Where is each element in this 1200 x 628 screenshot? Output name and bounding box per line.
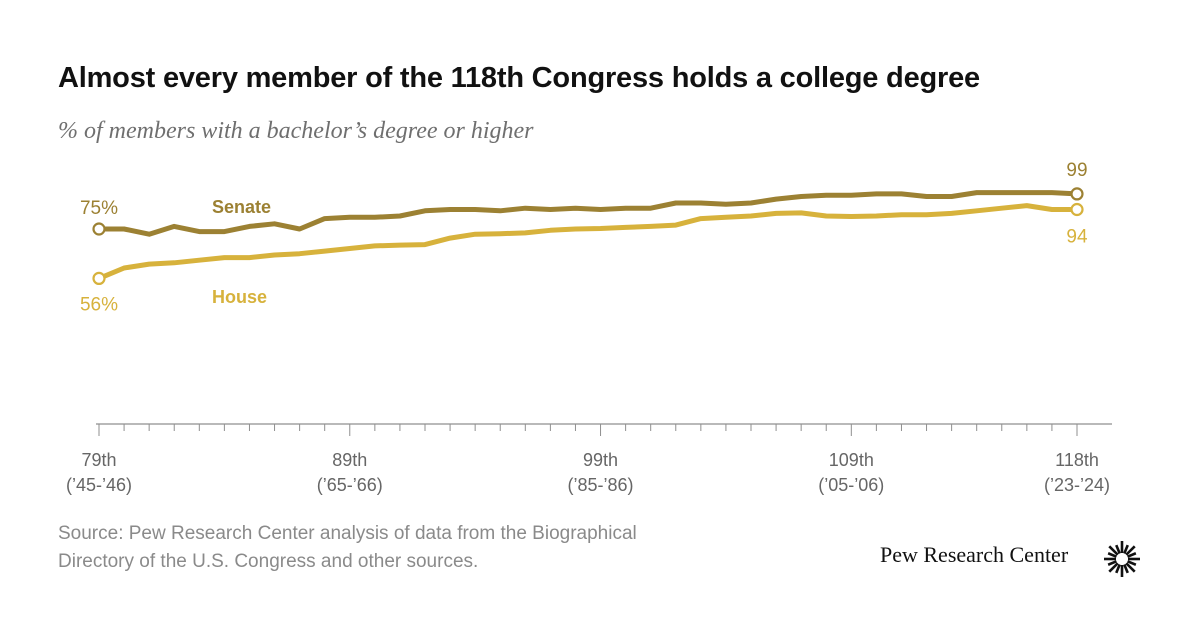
x-tick-label: 109th (’05-’06) [818, 450, 884, 495]
logo-ray [1123, 564, 1129, 574]
logo-ray [1125, 562, 1136, 573]
source-note: Source: Pew Research Center analysis of … [58, 520, 758, 576]
series-endpoint-senate [92, 222, 106, 236]
logo-ray [1125, 545, 1136, 556]
logo-ray [1127, 552, 1137, 558]
chart-title: Almost every member of the 118th Congres… [58, 62, 980, 94]
x-tick-label: 118th (’23-’24) [1044, 450, 1110, 495]
x-tick-label-years: (’23-’24) [1044, 475, 1110, 495]
x-tick-label-years: (’85-’86) [568, 475, 634, 495]
brand-name: Pew Research Center [880, 542, 1069, 567]
series-line-house [96, 203, 1080, 281]
logo-ray [1107, 552, 1117, 558]
series-label-senate: Senate [212, 197, 271, 217]
source-line-1: Source: Pew Research Center analysis of … [58, 523, 637, 544]
x-tick-label-years: (’45-’46) [66, 475, 132, 495]
logo-ray [1108, 562, 1119, 573]
logo-ray [1123, 544, 1129, 554]
x-tick-label-number: 109th [829, 450, 874, 470]
x-tick-label: 99th (’85-’86) [568, 450, 634, 495]
chart-subtitle: % of members with a bachelor’s degree or… [58, 118, 534, 144]
data-label-house-end: 94 [1066, 227, 1088, 248]
logo-ray [1115, 544, 1121, 554]
series-label-house: House [212, 287, 267, 307]
source-line-2: Directory of the U.S. Congress and other… [58, 551, 479, 572]
x-tick-label: 79th (’45-’46) [66, 450, 132, 495]
line-chart: 79th (’45-’46) 89th (’65-’66) 99th (’85-’86) 1… [66, 160, 1112, 495]
pew-logo-icon [1104, 541, 1140, 577]
logo-ray [1127, 560, 1137, 566]
x-tick-label-number: 89th [332, 450, 367, 470]
data-label-senate-end: 99 [1066, 160, 1087, 181]
series-endpoint-senate [1070, 187, 1084, 201]
series-lines [92, 187, 1084, 285]
x-axis: 79th (’45-’46) 89th (’65-’66) 99th (’85-’86) 1… [66, 423, 1112, 495]
x-tick-label-number: 79th [81, 450, 116, 470]
data-label-house-start: 56% [80, 294, 118, 315]
x-tick-label: 89th (’65-’66) [317, 450, 383, 495]
x-tick-label-years: (’05-’06) [818, 475, 884, 495]
series-line-senate [96, 190, 1080, 237]
x-tick-label-number: 118th [1055, 450, 1099, 470]
logo-ray [1108, 545, 1119, 556]
data-labels: Senate House 75% 56% 99 94 [80, 160, 1088, 316]
series-endpoint-house [1070, 202, 1084, 217]
logo-ray [1107, 560, 1117, 566]
x-tick-label-years: (’65-’66) [317, 475, 383, 495]
logo-ray [1115, 564, 1121, 574]
data-label-senate-start: 75% [80, 198, 118, 219]
series-endpoint-house [92, 271, 106, 285]
x-tick-label-number: 99th [583, 450, 618, 470]
